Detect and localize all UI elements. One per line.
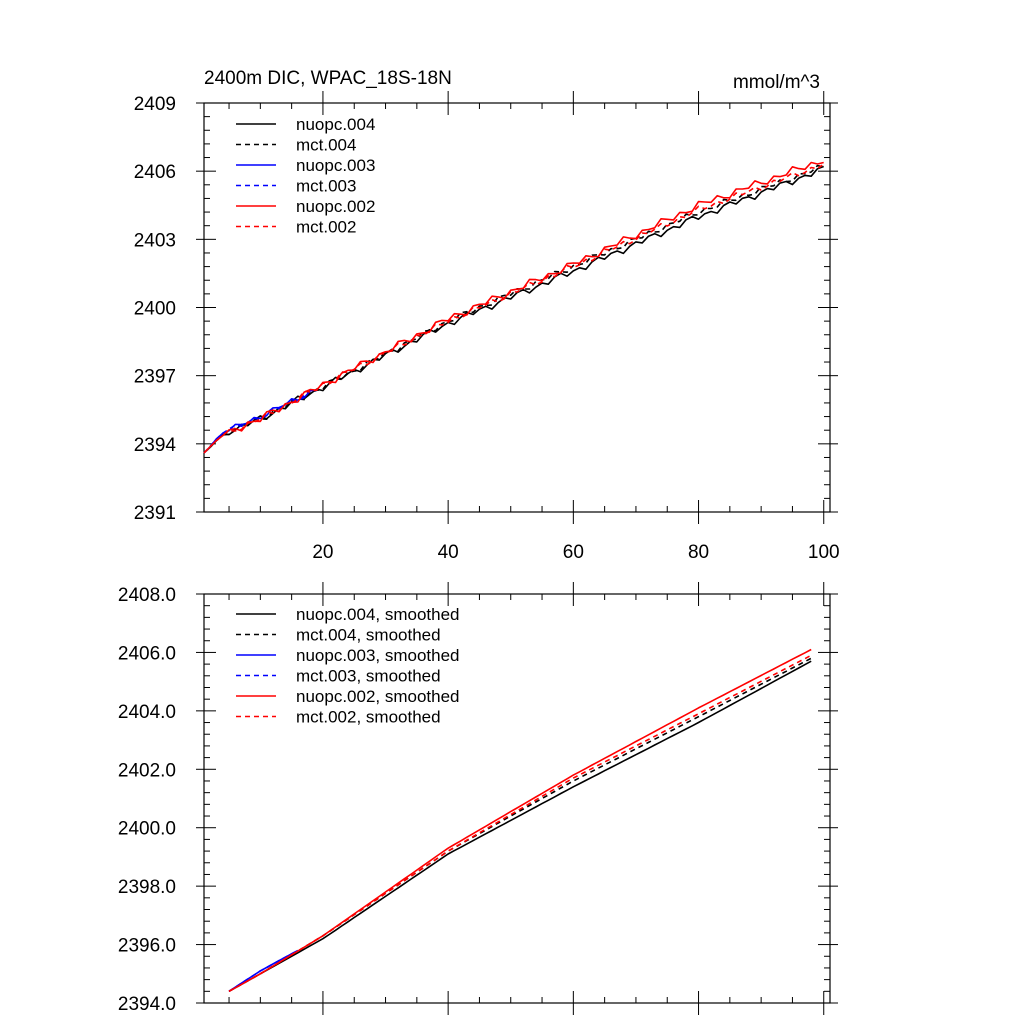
y-tick-label: 2408.0 bbox=[118, 585, 176, 606]
legend-label: nuopc.003, smoothed bbox=[296, 646, 460, 665]
legend-label: mct.003 bbox=[296, 177, 356, 196]
y-tick-label: 2398.0 bbox=[118, 877, 176, 898]
y-tick-label: 2406.0 bbox=[118, 643, 176, 664]
panel-title: 2400m DIC, WPAC_18S-18N bbox=[204, 68, 452, 89]
series-line bbox=[203, 389, 317, 454]
legend-label: nuopc.002, smoothed bbox=[296, 687, 460, 706]
y-tick-label: 2409 bbox=[134, 94, 176, 115]
x-tick-label: 100 bbox=[808, 542, 840, 563]
series-line bbox=[228, 660, 812, 992]
y-tick-label: 2397 bbox=[134, 367, 176, 388]
y-tick-label: 2391 bbox=[134, 503, 176, 524]
series-line bbox=[228, 949, 299, 992]
legend-label: mct.002, smoothed bbox=[296, 708, 441, 727]
legend-label: mct.004, smoothed bbox=[296, 626, 441, 645]
x-tick-label: 40 bbox=[438, 542, 459, 563]
y-tick-label: 2403 bbox=[134, 230, 176, 251]
bottom-panel: 2394.0 2396.0 2398.0 2400.0 2402.0 2404.0 2406… bbox=[118, 582, 838, 1015]
legend-label: nuopc.004 bbox=[296, 115, 375, 134]
legend-label: nuopc.002 bbox=[296, 197, 375, 216]
y-tick-label: 2404.0 bbox=[118, 702, 176, 723]
y-tick-label: 2394 bbox=[134, 435, 177, 456]
x-tick-label: 20 bbox=[312, 542, 333, 563]
x-tick-label: 80 bbox=[688, 542, 709, 563]
series-line bbox=[203, 164, 824, 454]
plot-frame bbox=[203, 593, 831, 1004]
y-tick-label: 2402.0 bbox=[118, 760, 176, 781]
legend-label: mct.003, smoothed bbox=[296, 667, 441, 686]
y-tick-label: 2396.0 bbox=[118, 936, 176, 957]
series-line bbox=[228, 654, 812, 992]
y-tick-label: 2400 bbox=[134, 299, 176, 320]
series-line bbox=[203, 163, 825, 454]
legend-label: nuopc.004, smoothed bbox=[296, 605, 460, 624]
legend-label: mct.002 bbox=[296, 218, 356, 237]
legend-label: mct.004 bbox=[296, 136, 356, 155]
y-tick-label: 2400.0 bbox=[118, 819, 176, 840]
units-label: mmol/m^3 bbox=[733, 72, 820, 93]
series-line bbox=[203, 161, 824, 454]
y-tick-label: 2394.0 bbox=[118, 994, 176, 1015]
x-tick-label: 60 bbox=[563, 542, 584, 563]
legend-label: nuopc.003 bbox=[296, 156, 375, 175]
y-tick-label: 2406 bbox=[134, 162, 176, 183]
top-panel: 2400m DIC, WPAC_18S-18N mmol/m^3 20 40 60 8… bbox=[134, 68, 840, 563]
